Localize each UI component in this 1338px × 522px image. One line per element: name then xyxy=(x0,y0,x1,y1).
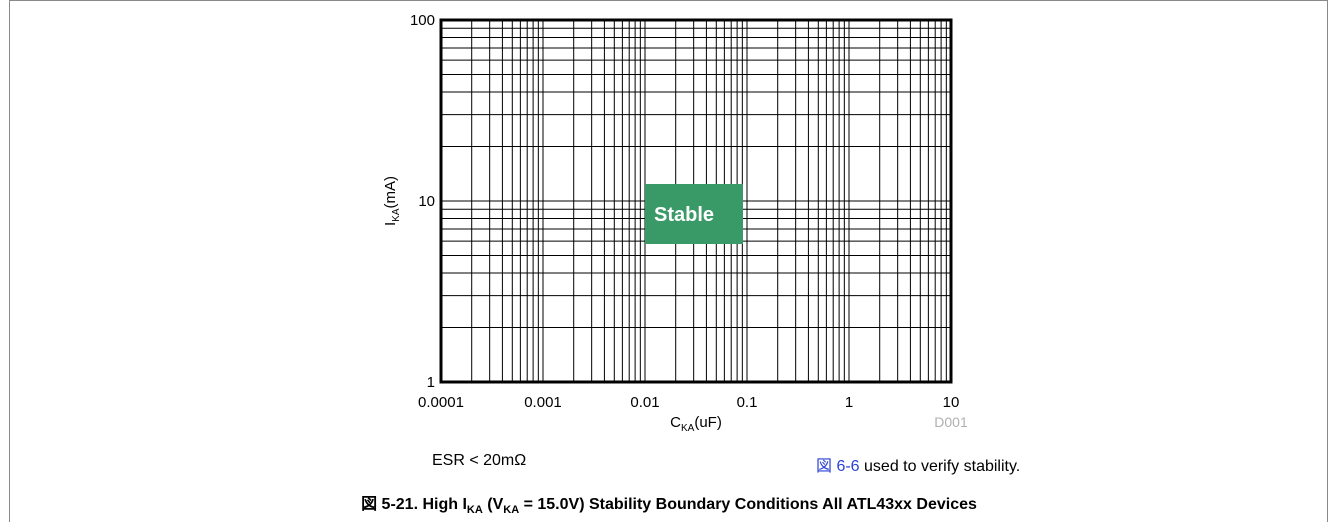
plot-border xyxy=(439,18,953,384)
x-tick-label: 0.001 xyxy=(524,394,562,411)
x-tick-label: 10 xyxy=(943,394,960,411)
stable-region-box xyxy=(645,184,743,244)
stable-region-label: Stable xyxy=(654,204,714,226)
figure-reference-link[interactable]: 図 6-6 xyxy=(816,458,860,475)
esr-note: ESR < 20mΩ xyxy=(432,452,527,469)
y-tick-label: 1 xyxy=(427,374,435,391)
chart-id-watermark: D001 xyxy=(934,414,968,430)
stability-chart: 0.0001 0.001 0.01 0.1 1 10 1 10 100 CKA(uF) IKA(mA… xyxy=(382,12,968,434)
y-tick-label: 100 xyxy=(410,12,435,29)
frame-border-right xyxy=(1327,0,1328,522)
caption-suffix: = 15.0V) Stability Boundary Conditions A… xyxy=(519,496,977,513)
x-tick-label: 0.0001 xyxy=(418,394,464,411)
frame-border-left xyxy=(9,0,10,522)
caption-sub-ka-2: KA xyxy=(503,504,520,517)
verification-note: 図 6-6 used to verify stability. xyxy=(816,452,1020,476)
caption-sub-ka-1: KA xyxy=(466,504,483,517)
caption-mid: (V xyxy=(482,496,504,513)
y-axis-label: IKA(mA) xyxy=(382,176,402,226)
verification-note-text: used to verify stability. xyxy=(859,458,1021,475)
x-tick-label: 0.01 xyxy=(630,394,659,411)
caption-prefix: 図 5-21. High I xyxy=(361,496,467,513)
x-tick-label: 1 xyxy=(845,394,853,411)
x-tick-label: 0.1 xyxy=(737,394,758,411)
figure-caption: 図 5-21. High IKA (VKA = 15.0V) Stability… xyxy=(0,490,1338,516)
y-tick-label: 10 xyxy=(418,193,435,210)
frame-border-top xyxy=(9,0,1328,1)
x-axis-label: CKA(uF) xyxy=(670,414,722,434)
